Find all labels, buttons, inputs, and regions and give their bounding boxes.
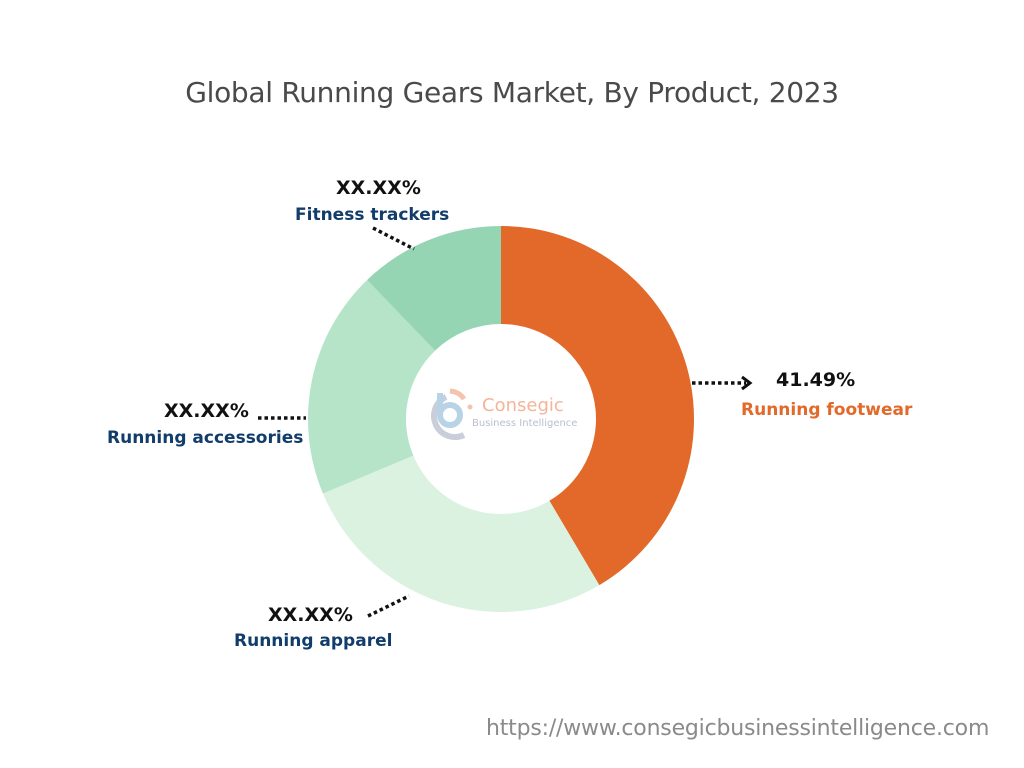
watermark-brand: Consegic — [482, 395, 564, 416]
watermark-sub: Business Intelligence — [472, 418, 578, 429]
consegic-logo-icon — [431, 388, 473, 440]
arrow-icon — [741, 375, 753, 391]
pct-trackers: XX.XX% — [336, 177, 421, 199]
slice-running-accessories — [308, 279, 436, 494]
donut-slices — [308, 226, 694, 612]
leader-trackers — [372, 226, 415, 251]
label-apparel: Running apparel — [234, 631, 393, 651]
pct-apparel: XX.XX% — [268, 604, 353, 626]
pct-footwear: 41.49% — [776, 369, 856, 391]
slice-fitness-trackers — [367, 226, 501, 351]
slice-running-footwear — [501, 226, 694, 586]
pct-accessories: XX.XX% — [164, 400, 249, 422]
chart-title: Global Running Gears Market, By Product,… — [185, 76, 839, 109]
slice-running-apparel — [322, 455, 600, 612]
label-trackers: Fitness trackers — [295, 205, 450, 225]
leader-apparel — [367, 594, 410, 618]
watermark-logo: Consegic Business Intelligence — [424, 385, 584, 445]
source-url: https://www.consegicbusinessintelligence… — [486, 716, 990, 741]
label-footwear: Running footwear — [741, 400, 913, 420]
label-accessories: Running accessories — [107, 428, 304, 448]
